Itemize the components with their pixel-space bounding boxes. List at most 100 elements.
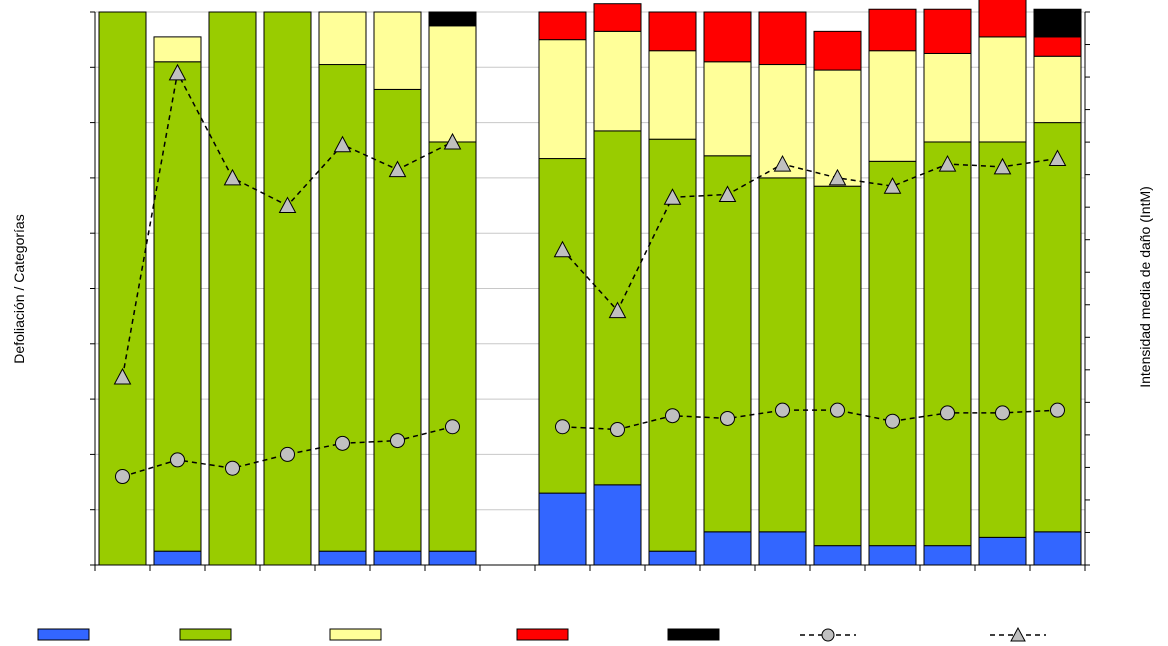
- bar-segment: [1033, 36, 1082, 57]
- bar-segment: [813, 185, 862, 547]
- bar-segment: [373, 88, 422, 552]
- line-point: [280, 446, 295, 462]
- bar-segment: [813, 69, 862, 187]
- legend-swatch: [516, 628, 569, 641]
- series-line: [561, 157, 1058, 312]
- bar-segment: [648, 138, 697, 552]
- line-point: [388, 160, 407, 178]
- line-point: [170, 452, 185, 468]
- line-point: [115, 469, 130, 485]
- line-point: [1048, 149, 1067, 167]
- line-point: [885, 413, 900, 429]
- series-line: [562, 409, 1058, 431]
- bar-segment: [923, 52, 972, 143]
- line-point: [390, 433, 405, 449]
- line-point: [608, 301, 627, 319]
- line-point: [775, 402, 790, 418]
- bar-segment: [703, 531, 752, 566]
- bar-segment: [703, 155, 752, 533]
- line-point: [1050, 402, 1065, 418]
- bar-segment: [538, 39, 587, 160]
- bar-segment: [538, 492, 587, 566]
- bar-segment: [703, 11, 752, 63]
- line-point: [993, 157, 1012, 175]
- bar-segment: [978, 536, 1027, 566]
- line-point: [333, 135, 352, 153]
- line-point: [718, 185, 737, 202]
- line-point: [335, 435, 350, 451]
- bar-segment: [373, 550, 422, 566]
- line-point: [773, 155, 792, 172]
- bar-segment: [593, 3, 642, 32]
- line-point: [553, 240, 572, 258]
- bar-segment: [153, 36, 202, 63]
- bar-segment: [153, 61, 202, 552]
- line-point: [113, 367, 132, 385]
- bar-segment: [428, 550, 477, 566]
- legend-swatch: [329, 628, 382, 641]
- bar-segment: [428, 11, 477, 27]
- line-point: [168, 63, 187, 81]
- bar-segment: [318, 11, 367, 66]
- line-point: [665, 408, 680, 424]
- line-series-group: [113, 63, 1067, 485]
- bar-segment: [923, 8, 972, 54]
- legend-swatch: [37, 628, 90, 641]
- line-point: [663, 188, 682, 205]
- bar-segment: [978, 141, 1027, 538]
- line-point: [610, 422, 625, 438]
- line-point: [883, 177, 902, 194]
- bar-segment: [538, 158, 587, 494]
- line-point: [828, 168, 847, 186]
- bar-segment: [813, 30, 862, 71]
- bar-segment: [923, 545, 972, 566]
- bar-segment: [428, 25, 477, 143]
- legend-marker: [821, 628, 835, 642]
- legend: [37, 626, 1046, 642]
- bar-segment: [153, 550, 202, 566]
- line-point: [223, 168, 242, 186]
- bar-segment: [978, 36, 1027, 143]
- bar-segment: [318, 550, 367, 566]
- bar-segment: [593, 484, 642, 566]
- bar-segment: [208, 11, 257, 566]
- line-point: [720, 410, 735, 426]
- axes: [90, 11, 1090, 571]
- bar-segment: [978, 0, 1027, 38]
- bar-segment: [1033, 122, 1082, 533]
- bar-segment: [648, 50, 697, 140]
- bar-segment: [868, 160, 917, 547]
- legend-marker: [1010, 626, 1026, 642]
- bar-segment: [1033, 8, 1082, 38]
- y-axis-right-title: Intensidad media de daño (IntM): [1137, 186, 1153, 388]
- bar-segment: [758, 531, 807, 566]
- bar-stack-group: [98, 0, 1082, 566]
- bar-segment: [373, 11, 422, 90]
- line-point: [225, 460, 240, 476]
- bar-segment: [868, 50, 917, 162]
- line-point: [443, 132, 462, 150]
- bar-segment: [538, 11, 587, 41]
- bar-segment: [648, 11, 697, 52]
- gridlines: [95, 11, 1085, 511]
- line-point: [938, 155, 957, 172]
- bar-segment: [428, 141, 477, 552]
- bar-segment: [758, 177, 807, 533]
- bar-segment: [593, 30, 642, 132]
- bar-segment: [813, 545, 862, 566]
- legend-swatch: [667, 628, 720, 641]
- line-point: [995, 405, 1010, 421]
- line-point: [940, 405, 955, 421]
- bar-segment: [758, 11, 807, 66]
- y-axis-left-title: Defoliación / Categorías: [11, 214, 27, 363]
- line-point: [445, 419, 460, 435]
- line-point: [555, 419, 570, 435]
- bar-segment: [648, 550, 697, 566]
- line-point: [278, 196, 297, 214]
- bar-segment: [868, 8, 917, 52]
- bar-segment: [1033, 531, 1082, 566]
- bar-segment: [868, 545, 917, 566]
- bar-segment: [923, 141, 972, 547]
- line-point: [830, 402, 845, 418]
